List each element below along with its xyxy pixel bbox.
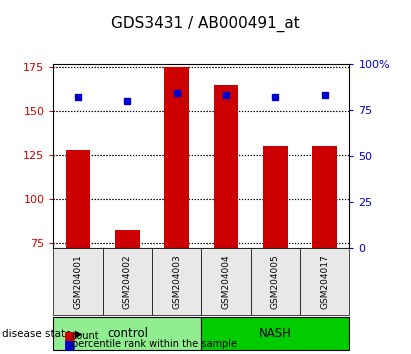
Text: ■: ■: [64, 338, 76, 350]
Text: percentile rank within the sample: percentile rank within the sample: [72, 339, 237, 349]
Text: disease state ▶: disease state ▶: [2, 329, 83, 339]
Bar: [214, 85, 238, 248]
Text: GSM204017: GSM204017: [320, 254, 329, 309]
Bar: [263, 146, 288, 248]
Text: count: count: [72, 331, 99, 341]
Text: GSM204002: GSM204002: [123, 254, 132, 309]
Text: ■: ■: [64, 329, 76, 342]
Text: NASH: NASH: [259, 327, 292, 340]
Text: GSM204001: GSM204001: [74, 254, 83, 309]
Text: GDS3431 / AB000491_at: GDS3431 / AB000491_at: [111, 16, 300, 32]
Bar: [164, 67, 189, 248]
Bar: [312, 146, 337, 248]
Text: GSM204005: GSM204005: [271, 254, 280, 309]
Text: control: control: [107, 327, 148, 340]
Bar: [66, 150, 90, 248]
Bar: [115, 230, 140, 248]
Text: GSM204004: GSM204004: [222, 254, 231, 309]
Text: GSM204003: GSM204003: [172, 254, 181, 309]
